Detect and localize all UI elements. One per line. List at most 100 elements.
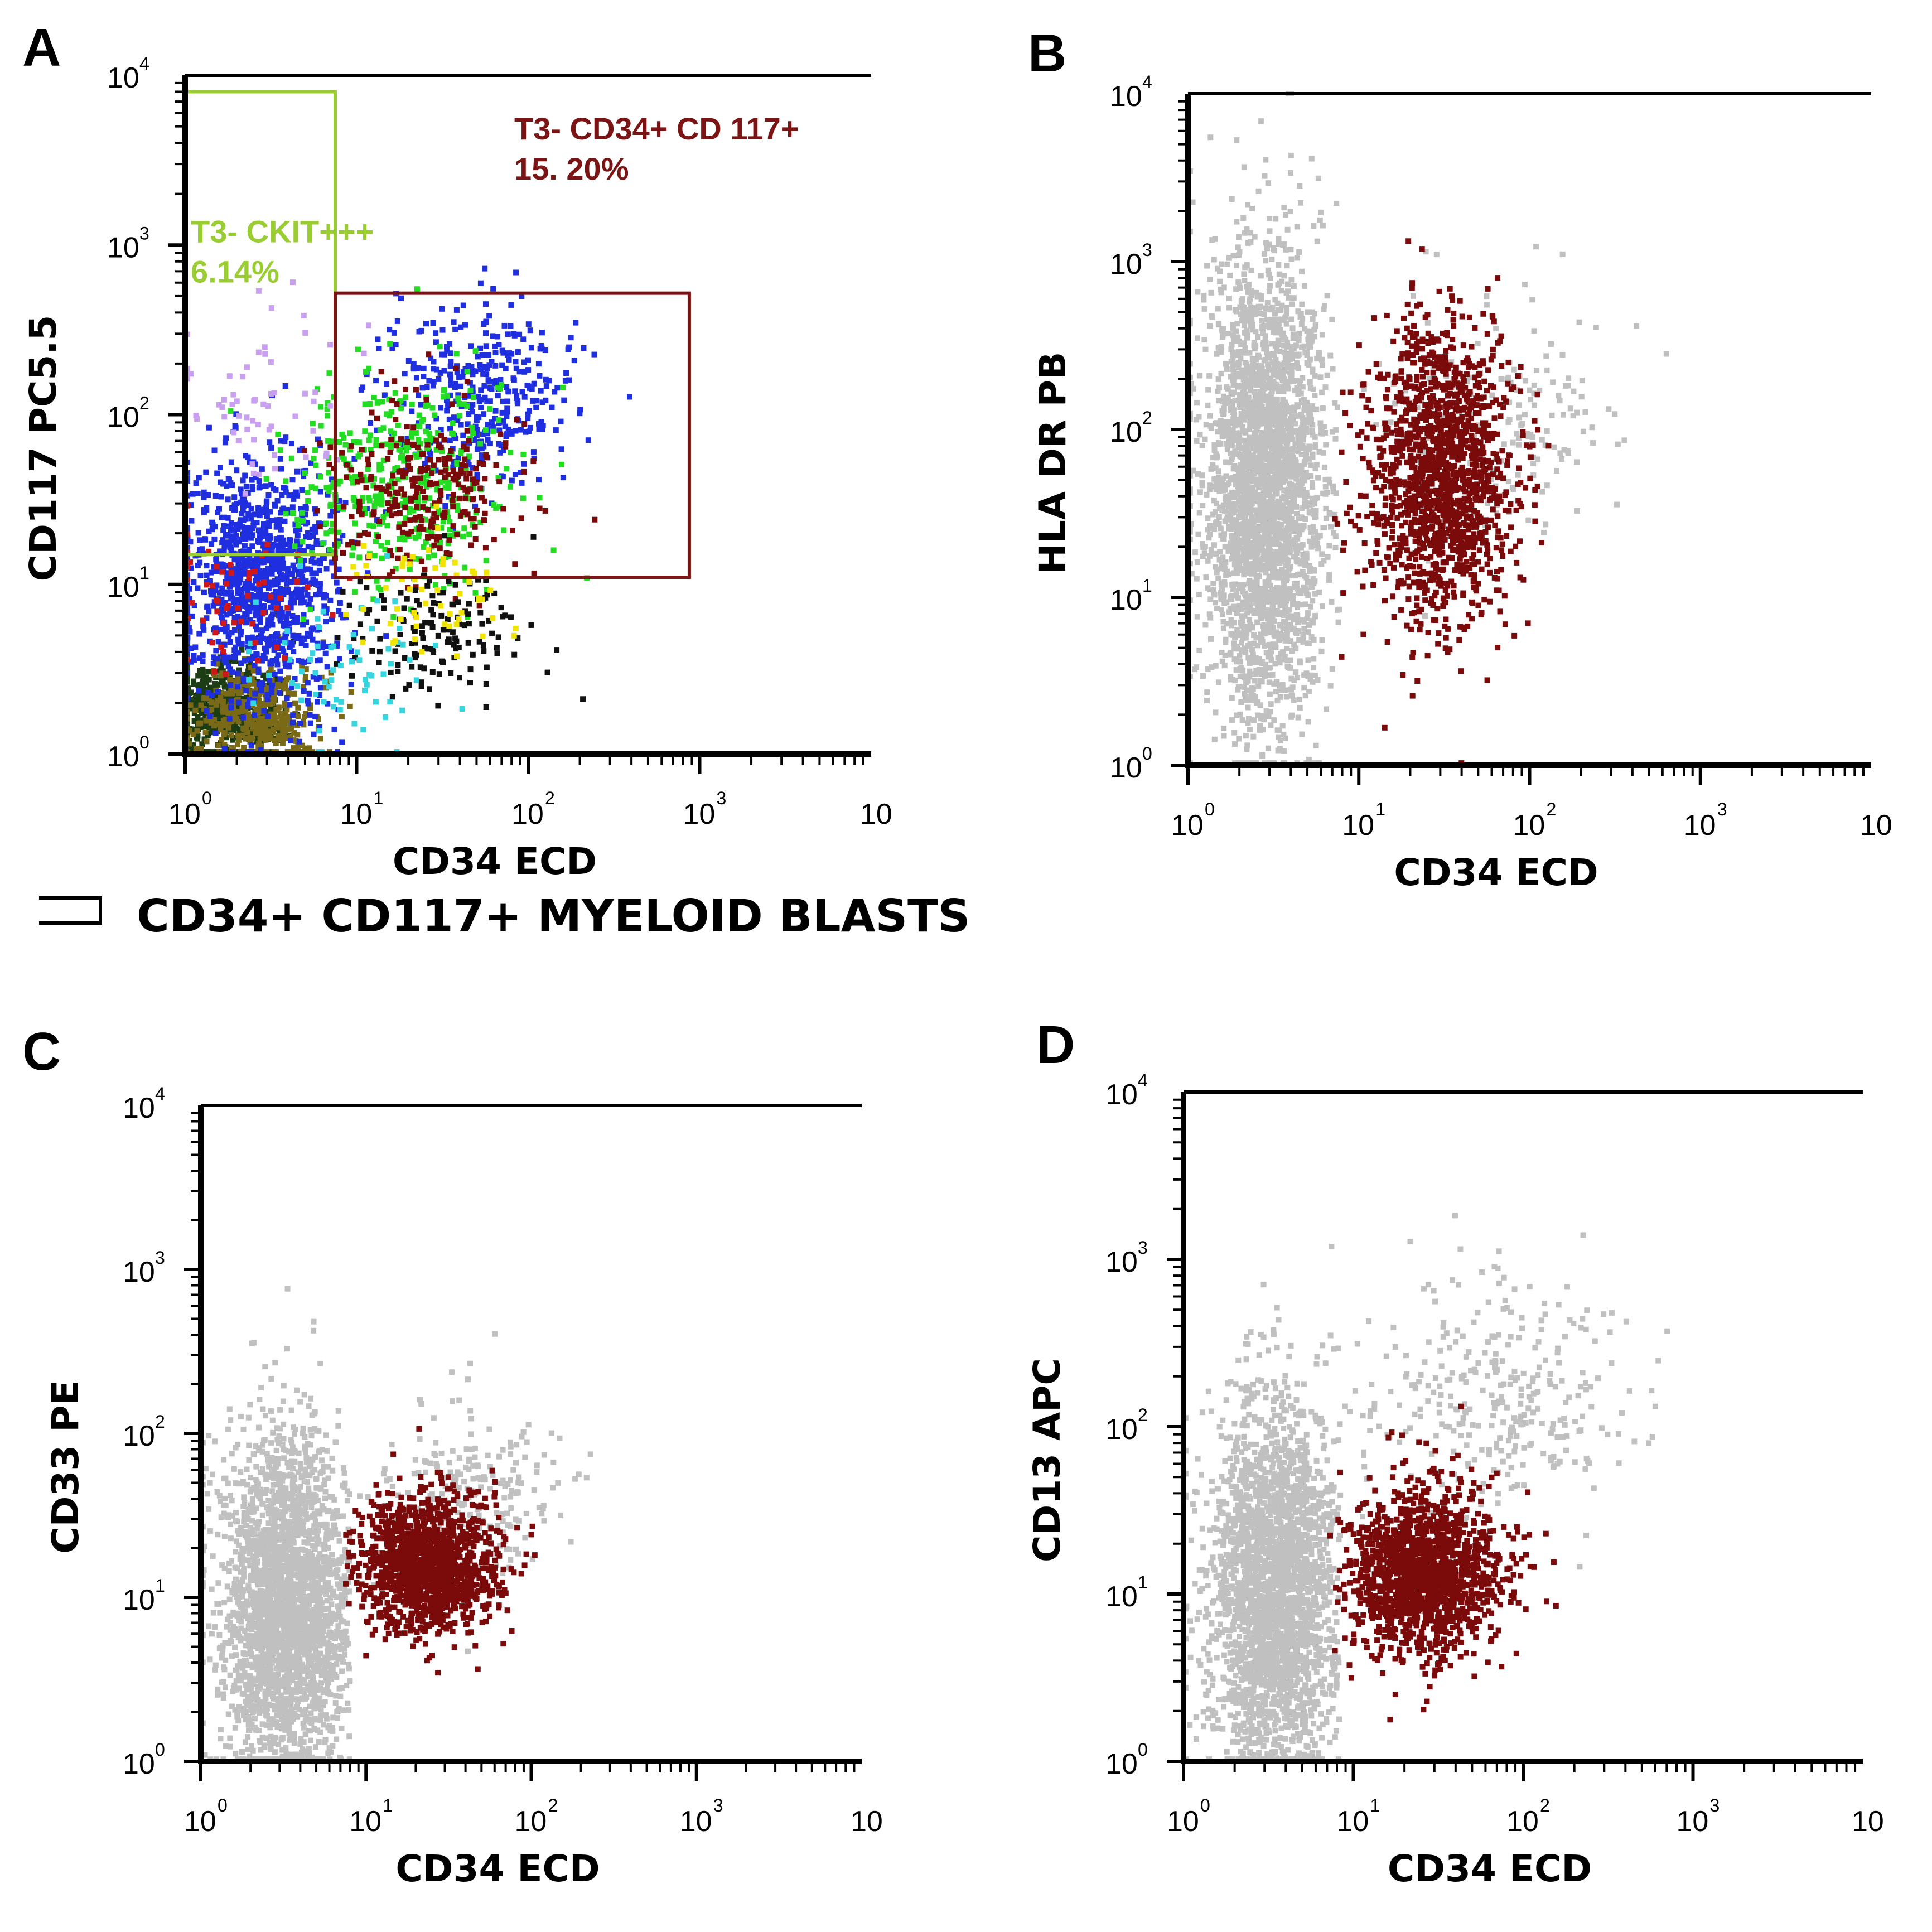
data-point [487,441,493,447]
data-point [481,517,487,523]
data-point [441,368,447,374]
data-point [281,648,287,654]
y-tick-label: 10 [107,571,139,603]
data-point [305,566,311,572]
data-point [539,345,545,351]
data-point [470,430,476,436]
data-point [287,542,293,548]
data-point [1320,603,1325,610]
data-point [1250,733,1257,740]
data-point [307,566,313,572]
data-point [442,503,448,509]
data-point [283,711,289,717]
data-point [1276,262,1282,268]
data-point [311,398,317,404]
data-point [360,384,365,390]
data-point [436,376,442,382]
data-point [317,692,323,698]
data-point [479,621,485,627]
data-point [300,539,306,545]
data-point [233,542,239,548]
data-point [231,494,238,500]
data-point [483,301,489,307]
data-point [327,503,334,509]
data-point [312,447,318,453]
data-point [276,724,282,731]
data-point [495,384,501,390]
data-point [552,389,558,395]
data-point [364,682,370,688]
data-point [474,508,480,513]
data-point [322,679,328,685]
data-point [253,577,258,583]
data-point [1267,691,1273,697]
data-point [289,591,295,597]
data-point [267,661,273,667]
data-point [295,743,301,750]
data-point [274,576,281,582]
data-point [1276,236,1282,241]
data-point [255,422,261,428]
data-point [208,720,214,726]
data-point [387,548,393,554]
data-point [282,655,288,661]
data-point [240,695,247,702]
x-tick-exponent: 0 [202,788,212,808]
data-point [240,714,246,721]
data-point [257,639,263,645]
data-point [213,648,219,654]
data-point [410,424,417,431]
data-point [221,742,228,748]
data-point [235,719,241,724]
x-tick-label: 10 [511,798,544,830]
data-point [248,516,254,522]
data-point [263,483,269,489]
data-point [410,361,417,367]
data-point [350,495,356,501]
data-point [504,398,510,404]
data-point [283,663,289,669]
data-point [229,533,235,539]
data-point [283,478,288,484]
data-point [292,676,298,682]
data-point [417,664,423,670]
data-point [300,616,306,622]
data-point [221,706,227,712]
data-point [215,598,221,604]
data-point [1201,306,1208,312]
data-point [471,570,477,576]
data-point [1312,434,1318,440]
data-point [265,643,271,649]
data-point [232,644,238,650]
data-point [1329,429,1335,435]
data-point [305,490,311,495]
data-point [521,359,527,365]
data-point [247,529,253,534]
data-point [1321,525,1327,530]
data-point [305,498,311,504]
data-point [191,579,197,585]
data-point [218,494,224,500]
data-point [385,539,390,545]
data-point [249,675,255,682]
data-point [530,458,537,465]
data-point [285,610,291,616]
data-point [219,660,225,666]
data-point [255,505,262,511]
data-point [299,487,305,493]
data-point [236,539,242,545]
data-point [236,579,242,585]
data-point [246,648,252,654]
data-point [501,322,508,329]
data-point [400,641,406,648]
data-point [313,570,319,576]
data-point [240,506,246,513]
data-point [278,718,284,724]
data-point [242,611,248,617]
data-point [477,610,484,616]
data-point [293,738,299,744]
data-point [355,479,361,485]
data-point [527,327,533,334]
data-point [382,547,388,553]
data-point [330,667,336,673]
